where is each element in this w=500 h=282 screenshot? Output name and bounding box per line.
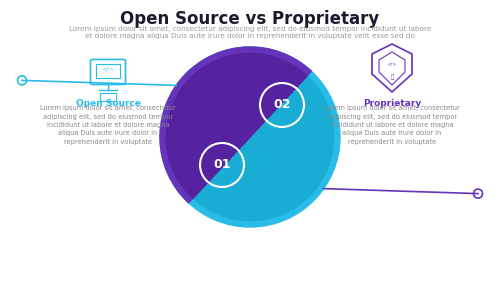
Text: Lorem ipsum dolor sit amet, consectetur adipiscing elit, sed do eiusmod tempor i: Lorem ipsum dolor sit amet, consectetur … [69, 26, 431, 32]
Text: 🔒: 🔒 [390, 74, 394, 80]
Bar [96, 64, 120, 78]
Text: 02: 02 [273, 98, 291, 111]
Text: 01: 01 [213, 158, 231, 171]
Wedge shape [166, 53, 307, 198]
Circle shape [166, 53, 334, 221]
Text: </>: </> [102, 67, 114, 72]
Text: Lorem ipsum dolor sit amet, consectetur
adipiscing elit, sed do eiusmod tempor
i: Lorem ipsum dolor sit amet, consectetur … [40, 105, 176, 145]
Text: Open Source vs Proprietary: Open Source vs Proprietary [120, 10, 380, 28]
Circle shape [160, 47, 340, 227]
Bar [100, 93, 116, 101]
Text: et dolore magna aliqua Duis aute irure dolor in reprehenderit in voluptate velit: et dolore magna aliqua Duis aute irure d… [85, 33, 415, 39]
Text: Lorem ipsum dolor sit amet, consectetur
adipiscing elit, sed do eiusmod tempor
i: Lorem ipsum dolor sit amet, consectetur … [324, 105, 460, 145]
Wedge shape [160, 47, 312, 203]
Text: </>: </> [388, 61, 396, 67]
Text: Open Source: Open Source [76, 99, 140, 108]
Text: Proprietary: Proprietary [363, 99, 421, 108]
